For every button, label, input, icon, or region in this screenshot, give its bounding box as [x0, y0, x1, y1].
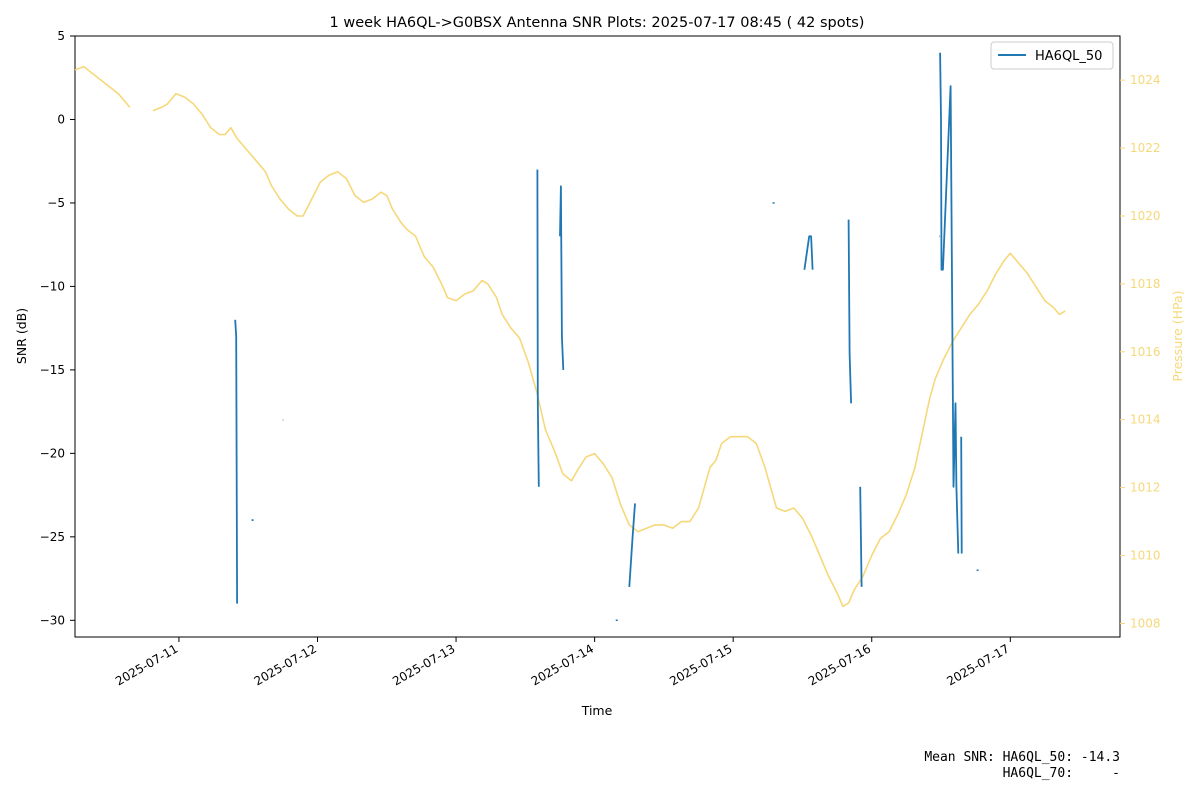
ha6ql-50-segment-3: [536, 169, 540, 487]
x-tick-label-3: 2025-07-14: [529, 641, 596, 688]
pressure-line-segment-1: [152, 92, 1066, 608]
ha6ql-50-segment-12: [939, 52, 960, 554]
y-axis-right-label: Pressure (HPa): [1170, 290, 1185, 381]
x-tick-label-1: 2025-07-12: [252, 641, 319, 688]
y-tick-label-3: −10: [40, 279, 65, 293]
y-tick-label-7: −30: [40, 613, 65, 627]
y-right-tick-label-4: 1016: [1130, 345, 1161, 359]
y-tick-label-0: 5: [57, 29, 65, 43]
y-right-tick-label-7: 1022: [1130, 141, 1161, 155]
y-tick-label-1: 0: [57, 112, 65, 126]
x-tick-label-4: 2025-07-15: [667, 641, 734, 688]
x-tick-label-5: 2025-07-16: [806, 641, 873, 688]
mean-snr-line-1: Mean SNR: HA6QL_50: -14.3: [924, 750, 1120, 765]
legend: HA6QL_50: [990, 41, 1114, 70]
ha6ql-50-segment-4: [559, 185, 565, 370]
mean-snr-line-2: HA6QL_70: -: [924, 766, 1120, 781]
y-tick-label-4: −15: [40, 363, 65, 377]
y-axis-label: SNR (dB): [14, 308, 29, 364]
y-right-tick-label-1: 1010: [1130, 549, 1161, 563]
chart-title: 1 week HA6QL->G0BSX Antenna SNR Plots: 2…: [330, 15, 865, 31]
y-tick-label-2: −5: [47, 196, 65, 210]
mean-snr-summary: Mean SNR: HA6QL_50: -14.3 HA6QL_70: -: [924, 750, 1120, 782]
y-tick-label-5: −20: [40, 446, 65, 460]
plot-frame: [74, 35, 1121, 638]
y-right-tick-label-3: 1014: [1130, 413, 1161, 427]
y-right-tick-label-8: 1024: [1130, 73, 1161, 87]
x-tick-label-0: 2025-07-11: [113, 641, 180, 688]
x-axis-label: Time: [581, 703, 613, 718]
ha6ql-50-segment-9: [847, 219, 852, 404]
legend-entry-ha6ql-50: HA6QL_50: [1035, 49, 1102, 64]
ha6ql-50-segment-13: [960, 436, 963, 554]
y-right-tick-label-6: 1020: [1130, 209, 1161, 223]
legend-box: [990, 41, 1114, 70]
y-tick-label-6: −25: [40, 530, 65, 544]
y-right-tick-label-0: 1008: [1130, 616, 1161, 630]
axes-layer: 2025-07-11 2025-07-12 2025-07-13 2025-07-14…: [40, 29, 1161, 688]
ha6ql-50-segment-6: [628, 503, 636, 587]
x-tick-label-6: 2025-07-17: [944, 641, 1011, 688]
series-layer: [74, 52, 1066, 622]
ha6ql-50-segment-8: [803, 235, 814, 270]
ha6ql-50-segment-0: [234, 319, 239, 604]
x-tick-label-2: 2025-07-13: [390, 641, 457, 688]
y-right-tick-label-5: 1018: [1130, 277, 1161, 291]
y-right-tick-label-2: 1012: [1130, 481, 1161, 495]
pressure-line-segment-0: [74, 65, 131, 108]
ha6ql-50-segment-10: [859, 486, 863, 587]
